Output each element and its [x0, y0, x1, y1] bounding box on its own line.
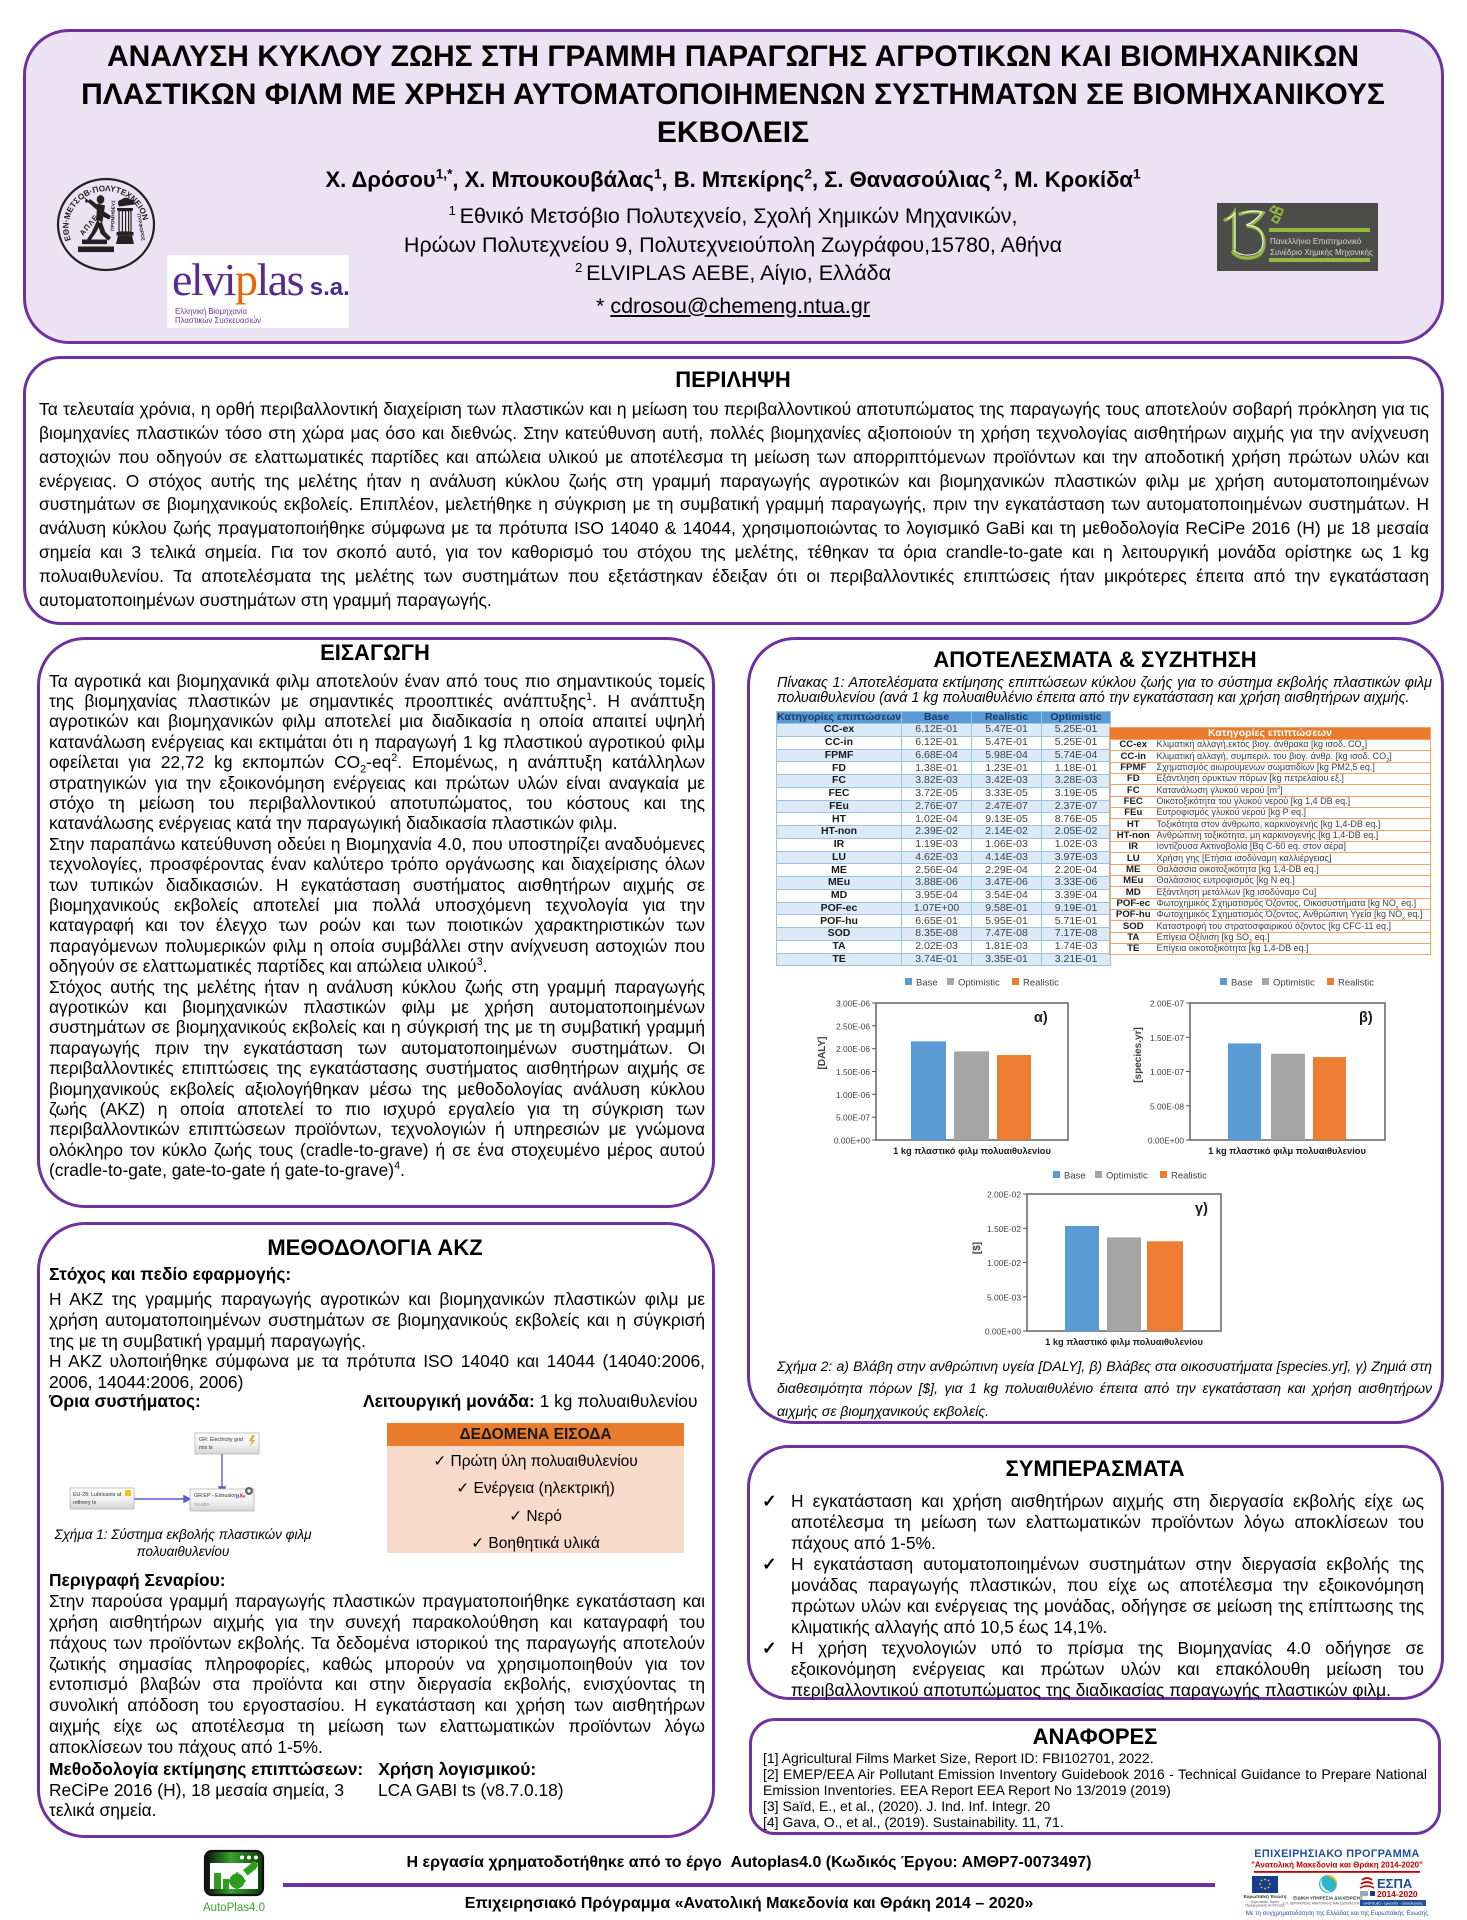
- svg-text:EU-28: Lubricants at: EU-28: Lubricants at: [73, 1492, 122, 1498]
- svg-text:refinery ts: refinery ts: [73, 1500, 97, 1506]
- svg-text:Ε.Π. ΠΕΡΙΦΕΡΕΙΑΣ ΑΝΑΤΟΛΙΚΗΣ ΜΑ: Ε.Π. ΠΕΡΙΦΕΡΕΙΑΣ ΑΝΑΤΟΛΙΚΗΣ ΜΑΚΕΔΟΝΙΑΣ Κ…: [1283, 1902, 1374, 1906]
- svg-text:Με τη συγχρηματοδότηση της Ελλ: Με τη συγχρηματοδότηση της Ελλάδας και τ…: [1246, 1910, 1428, 1917]
- svg-text:Optimistic: Optimistic: [1106, 1171, 1148, 1182]
- svg-text:mix ts: mix ts: [199, 1445, 213, 1451]
- svg-text:2.50E-06: 2.50E-06: [836, 1021, 870, 1031]
- svg-text:β): β): [1359, 1010, 1373, 1026]
- svg-text:Ευρωπαϊκή Ένωση: Ευρωπαϊκή Ένωση: [1244, 1894, 1287, 1899]
- svg-text:Περιφερειακής Ανάπτυξης: Περιφερειακής Ανάπτυξης: [1246, 1904, 1285, 1908]
- svg-text:0.00E+00: 0.00E+00: [1148, 1136, 1184, 1146]
- svg-text:1.50E-06: 1.50E-06: [836, 1067, 870, 1077]
- svg-text:GR: Electricity grid: GR: Electricity grid: [199, 1437, 243, 1443]
- svg-text:ΕΣΠΑ: ΕΣΠΑ: [1377, 1876, 1413, 1891]
- svg-text:ΠΡΟΜΗΘΕΥΣ: ΠΡΟΜΗΘΕΥΣ: [110, 200, 117, 231]
- svg-text:"Ανατολική Μακεδονία και Θράκη: "Ανατολική Μακεδονία και Θράκη 2014-2020…: [1251, 1861, 1423, 1870]
- svg-text:5.00E-08: 5.00E-08: [1150, 1101, 1184, 1111]
- svg-text:AutoPlas4.0: AutoPlas4.0: [203, 1902, 265, 1914]
- svg-text:Base: Base: [1231, 978, 1253, 989]
- svg-text:2.00E-06: 2.00E-06: [836, 1044, 870, 1054]
- svg-text:5.00E-07: 5.00E-07: [836, 1113, 870, 1123]
- svg-text:1.50E-02: 1.50E-02: [987, 1224, 1021, 1234]
- svg-text:Optimistic: Optimistic: [1273, 978, 1315, 989]
- svg-text:Optimistic: Optimistic: [958, 978, 1000, 989]
- svg-text:α): α): [1034, 1010, 1048, 1026]
- svg-text:Base: Base: [1064, 1171, 1086, 1182]
- svg-text:Base: Base: [916, 978, 938, 989]
- svg-text:Ευρωπαϊκό Ταμείο: Ευρωπαϊκό Ταμείο: [1251, 1900, 1279, 1904]
- svg-text:1 kg πλαστικό φιλμ πολυαιθυλεν: 1 kg πλαστικό φιλμ πολυαιθυλενίου: [893, 1146, 1051, 1156]
- svg-text:ΕΙΔΙΚΗ ΥΠΗΡΕΣΙΑ ΔΙΑΧΕΙΡΙΣΗΣ: ΕΙΔΙΚΗ ΥΠΗΡΕΣΙΑ ΔΙΑΧΕΙΡΙΣΗΣ: [1293, 1896, 1363, 1901]
- svg-text:Realistic: Realistic: [1023, 978, 1059, 989]
- svg-text:1.00E-06: 1.00E-06: [836, 1090, 870, 1100]
- svg-text:γ): γ): [1195, 1201, 1208, 1217]
- svg-text:ΠΥΡΦΟΡΟΣ: ΠΥΡΦΟΡΟΣ: [135, 213, 146, 241]
- svg-text:GR:EP - Extrusion: GR:EP - Extrusion: [194, 1493, 237, 1499]
- svg-text:3.00E-06: 3.00E-06: [836, 999, 870, 1009]
- svg-text:Realistic: Realistic: [1338, 978, 1374, 989]
- svg-text:2014-2020: 2014-2020: [1377, 1889, 1418, 1899]
- svg-text:ΕΠΙΧΕΙΡΗΣΙΑΚΟ ΠΡΟΓΡΑΜΜΑ: ΕΠΙΧΕΙΡΗΣΙΑΚΟ ΠΡΟΓΡΑΜΜΑ: [1254, 1848, 1419, 1860]
- svg-text:pXe: pXe: [236, 1494, 246, 1500]
- svg-text:1 kg πλαστικό φιλμ πολυαιθυλεν: 1 kg πλαστικό φιλμ πολυαιθυλενίου: [1208, 1146, 1366, 1156]
- svg-text:[DALY]: [DALY]: [817, 1037, 828, 1070]
- svg-text:<u-so>: <u-so>: [194, 1502, 210, 1508]
- svg-text:1 kg πλαστικό φιλμ πολυαιθυλεν: 1 kg πλαστικό φιλμ πολυαιθυλενίου: [1045, 1337, 1203, 1347]
- svg-text:1.00E-07: 1.00E-07: [1150, 1067, 1184, 1077]
- svg-text:Realistic: Realistic: [1171, 1171, 1207, 1182]
- svg-text:0.00E+00: 0.00E+00: [985, 1327, 1021, 1337]
- svg-text:1.50E-07: 1.50E-07: [1150, 1033, 1184, 1043]
- svg-text:Συνέδριο Χημικής Μηχανικής: Συνέδριο Χημικής Μηχανικής: [1270, 248, 1373, 257]
- svg-text:5.00E-03: 5.00E-03: [987, 1292, 1021, 1302]
- svg-text:[species.yr]: [species.yr]: [1133, 1027, 1144, 1083]
- svg-text:2.00E-02: 2.00E-02: [987, 1190, 1021, 1200]
- svg-text:0.00E+00: 0.00E+00: [834, 1136, 870, 1146]
- svg-text:1.00E-02: 1.00E-02: [987, 1258, 1021, 1268]
- svg-text:ανάπτυξη - εργασία - αλληλεγγύ: ανάπτυξη - εργασία - αλληλεγγύη: [1363, 1901, 1422, 1906]
- svg-text:Πανελλήνιο Επιστημονικό: Πανελλήνιο Επιστημονικό: [1270, 237, 1362, 246]
- svg-text:[$]: [$]: [972, 1242, 983, 1254]
- svg-text:2.00E-07: 2.00E-07: [1150, 999, 1184, 1009]
